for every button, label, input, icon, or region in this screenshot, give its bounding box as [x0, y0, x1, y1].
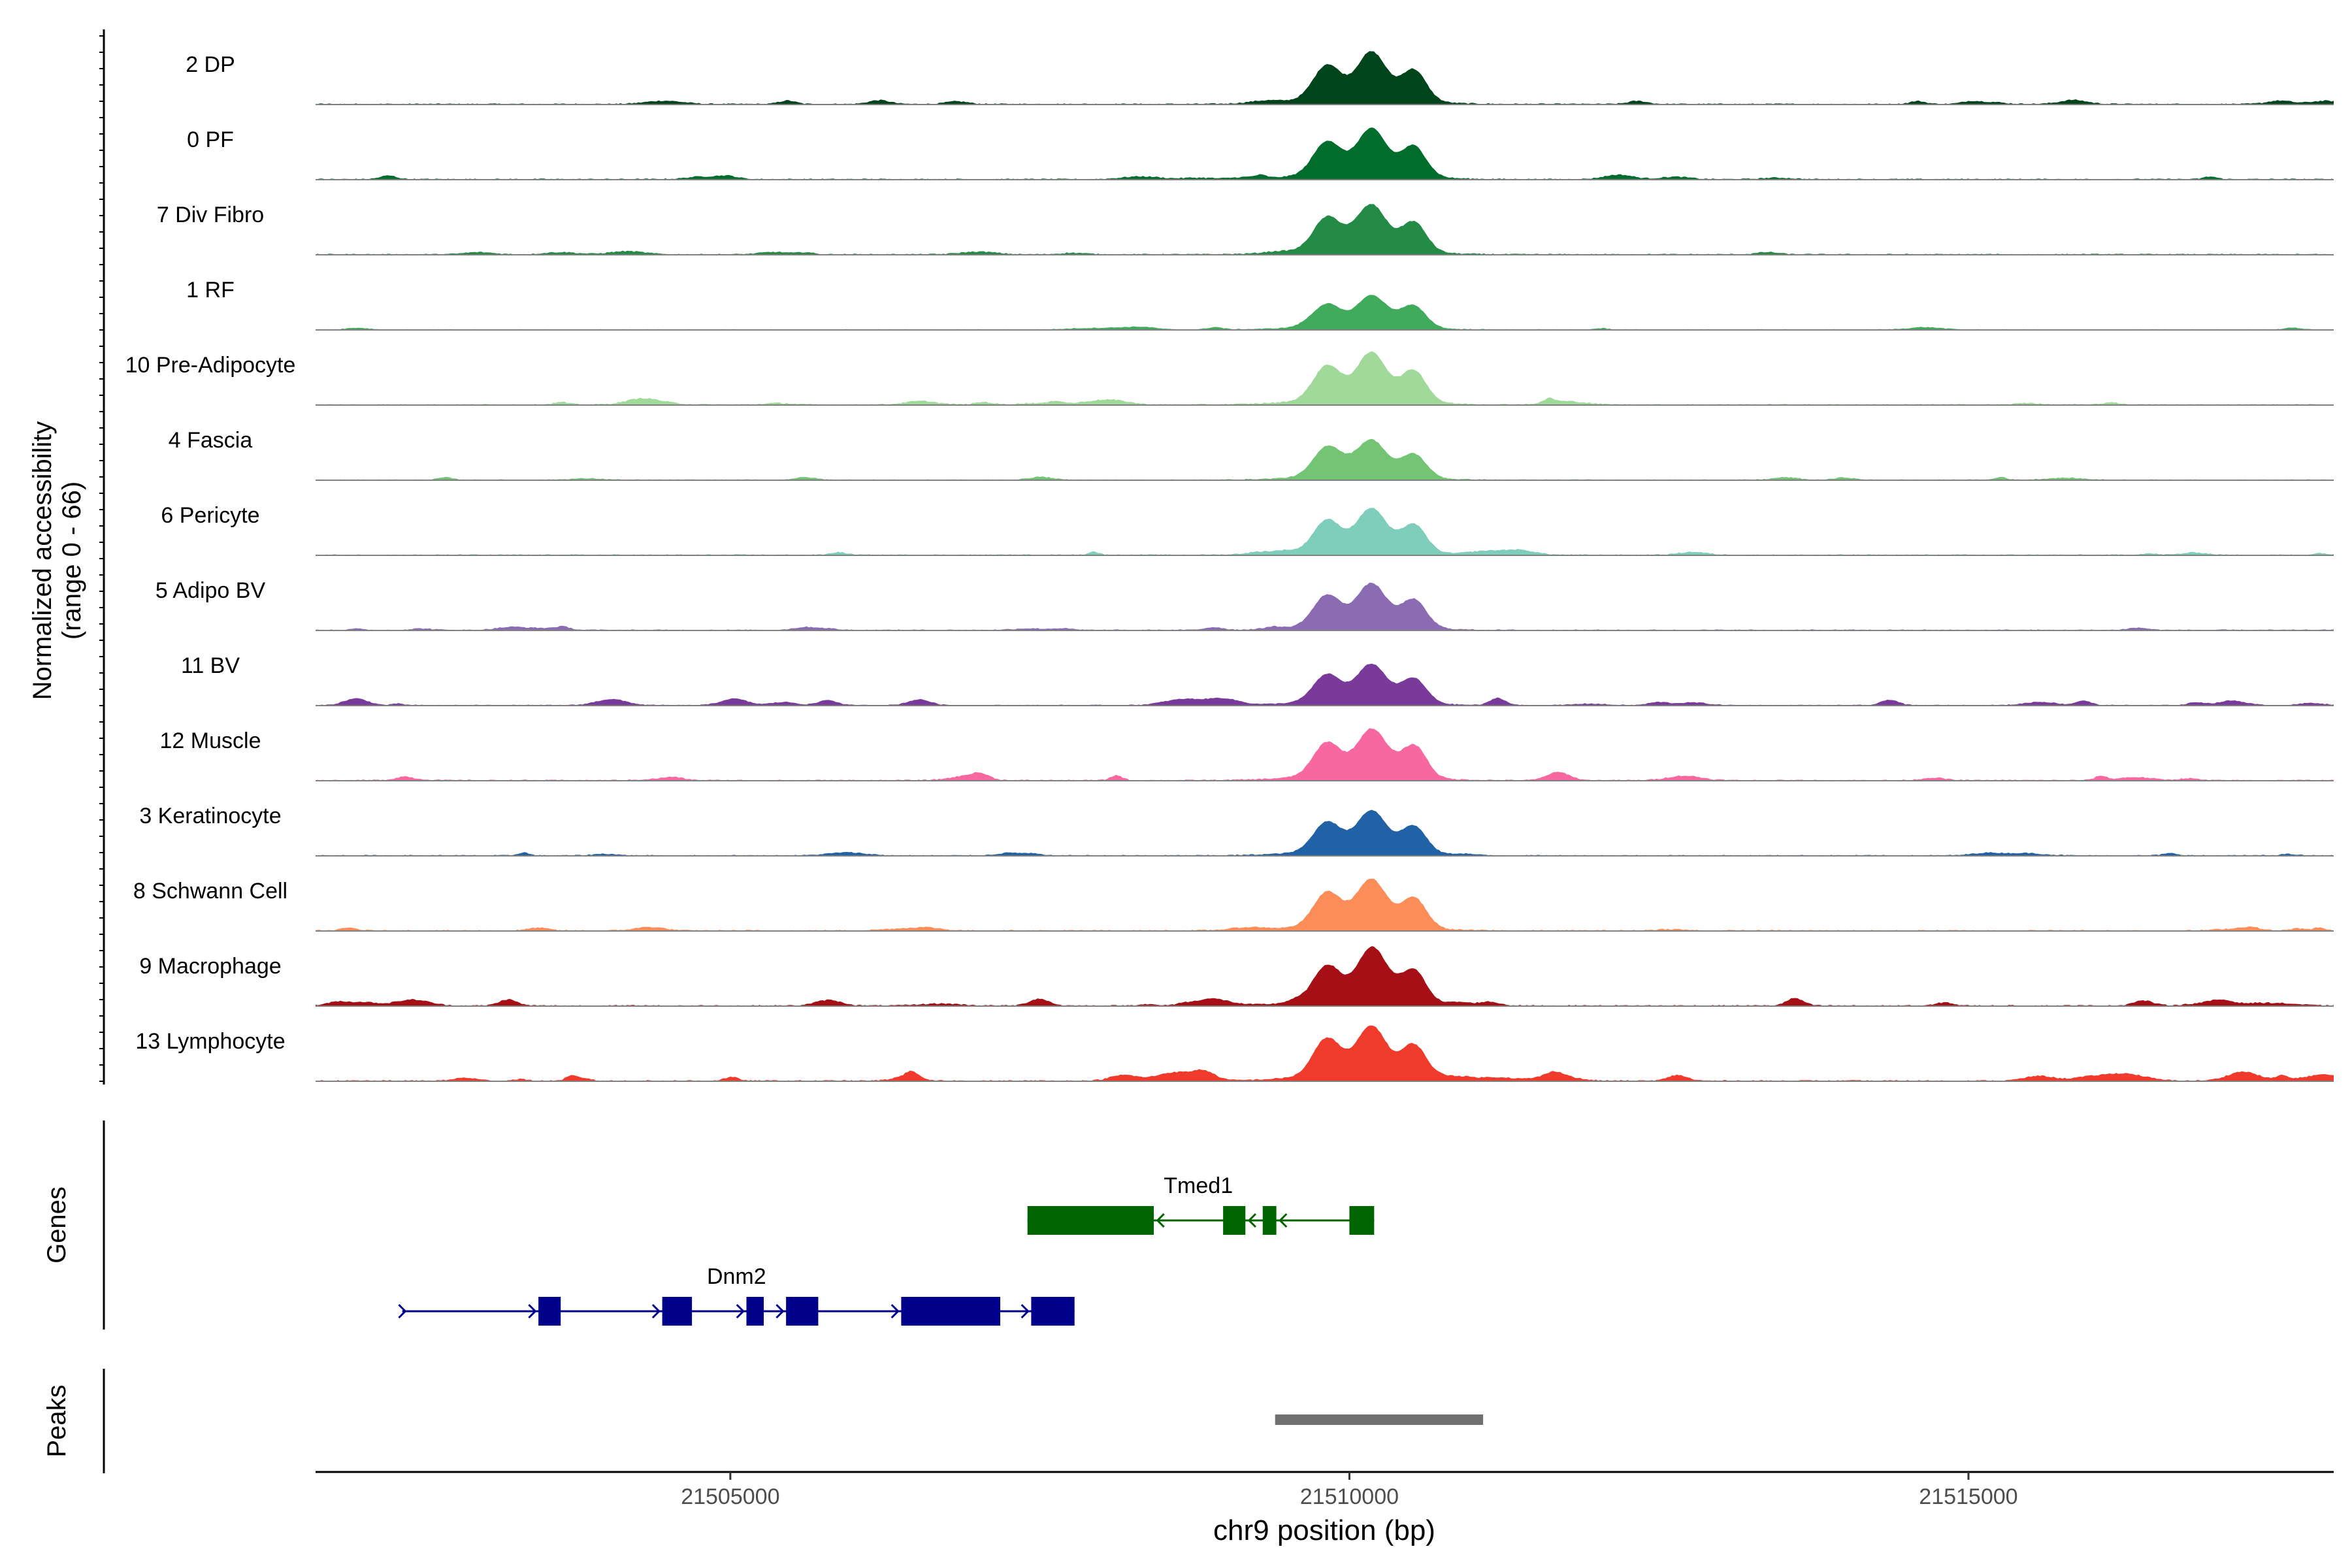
track-area	[316, 809, 2334, 856]
strand-arrow	[651, 1303, 661, 1319]
peaks-panel	[1275, 1414, 1484, 1425]
x-tick-label: 21505000	[681, 1484, 779, 1509]
track-area	[316, 728, 2334, 781]
peaks-panel-label: Peaks	[42, 1384, 71, 1457]
genes-panel-label: Genes	[42, 1186, 71, 1264]
strand-arrow	[1156, 1213, 1165, 1228]
genes-panel: Tmed1 Dnm2	[398, 1173, 1375, 1326]
track-area	[316, 582, 2334, 630]
strand-arrow	[1279, 1213, 1288, 1228]
strand-arrow	[890, 1303, 900, 1319]
track-12: 8 Schwann Cell	[133, 879, 2334, 932]
track-area	[316, 127, 2334, 180]
gene-exon	[901, 1297, 1000, 1326]
track-6: 4 Fascia	[169, 428, 2334, 481]
track-area	[316, 438, 2334, 480]
strand-arrow	[736, 1303, 745, 1319]
gene-exon	[1027, 1206, 1154, 1235]
track-label: 9 Macrophage	[139, 954, 281, 979]
track-8: 5 Adipo BV	[155, 578, 2334, 631]
gene-name-label: Dnm2	[707, 1264, 766, 1289]
track-11: 3 Keratinocyte	[139, 804, 2334, 857]
strand-arrow	[528, 1303, 537, 1319]
track-7: 6 Pericyte	[161, 503, 2334, 556]
track-10: 12 Muscle	[160, 728, 2334, 781]
track-4: 1 RF	[186, 278, 2334, 331]
y-axis-label-range: (range 0 - 66)	[57, 482, 86, 640]
x-axis-label: chr9 position (bp)	[1213, 1514, 1435, 1546]
track-label: 1 RF	[186, 278, 235, 302]
accessibility-tracks: 2 DP 0 PF 7 Div Fibro 1 RF 10 Pre-Adipocyte 4…	[125, 51, 2334, 1082]
track-label: 8 Schwann Cell	[133, 879, 287, 904]
strand-arrow	[398, 1303, 407, 1319]
track-label: 12 Muscle	[160, 728, 261, 753]
gene-name-label: Tmed1	[1164, 1173, 1233, 1198]
track-label: 4 Fascia	[169, 428, 253, 453]
y-axis-label: Normalized accessibility	[28, 421, 57, 700]
track-area	[316, 295, 2334, 330]
gene-exon	[538, 1297, 561, 1326]
track-area	[316, 946, 2334, 1006]
track-14: 13 Lymphocyte	[135, 1025, 2334, 1082]
x-tick-label: 21510000	[1300, 1484, 1399, 1509]
strand-arrow	[1021, 1303, 1030, 1319]
gene-exon	[662, 1297, 693, 1326]
gene-exon	[786, 1297, 819, 1326]
track-area	[316, 508, 2334, 555]
track-label: 5 Adipo BV	[155, 578, 266, 603]
track-label: 13 Lymphocyte	[135, 1029, 285, 1054]
track-label: 0 PF	[187, 127, 234, 152]
gene-Tmed1: Tmed1	[1027, 1173, 1375, 1235]
gene-Dnm2: Dnm2	[398, 1264, 1075, 1326]
track-1: 2 DP	[186, 51, 2334, 105]
track-area	[316, 51, 2334, 105]
track-label: 10 Pre-Adipocyte	[125, 353, 296, 378]
gene-exon	[1031, 1297, 1075, 1326]
track-area	[316, 351, 2334, 405]
y-axis	[99, 29, 105, 1085]
x-tick-label: 21515000	[1919, 1484, 2017, 1509]
track-area	[316, 1025, 2334, 1081]
track-area	[316, 204, 2334, 255]
track-label: 6 Pericyte	[161, 503, 259, 528]
peak-region	[1275, 1414, 1484, 1425]
track-label: 2 DP	[186, 52, 235, 77]
track-3: 7 Div Fibro	[157, 203, 2334, 255]
strand-arrow	[776, 1303, 785, 1319]
track-9: 11 BV	[181, 653, 2334, 706]
track-5: 10 Pre-Adipocyte	[125, 351, 2334, 406]
track-label: 7 Div Fibro	[157, 203, 264, 227]
gene-exon	[1223, 1206, 1246, 1235]
track-label: 11 BV	[181, 653, 240, 678]
x-axis: 21505000 21510000 21515000	[316, 1471, 2334, 1509]
track-13: 9 Macrophage	[139, 946, 2334, 1007]
gene-exon	[746, 1297, 764, 1326]
strand-arrow	[1247, 1213, 1256, 1228]
track-area	[316, 663, 2334, 706]
track-label: 3 Keratinocyte	[139, 804, 281, 828]
gene-exon	[1349, 1206, 1375, 1235]
gene-exon	[1262, 1206, 1277, 1235]
track-area	[316, 879, 2334, 931]
track-2: 0 PF	[187, 127, 2334, 180]
